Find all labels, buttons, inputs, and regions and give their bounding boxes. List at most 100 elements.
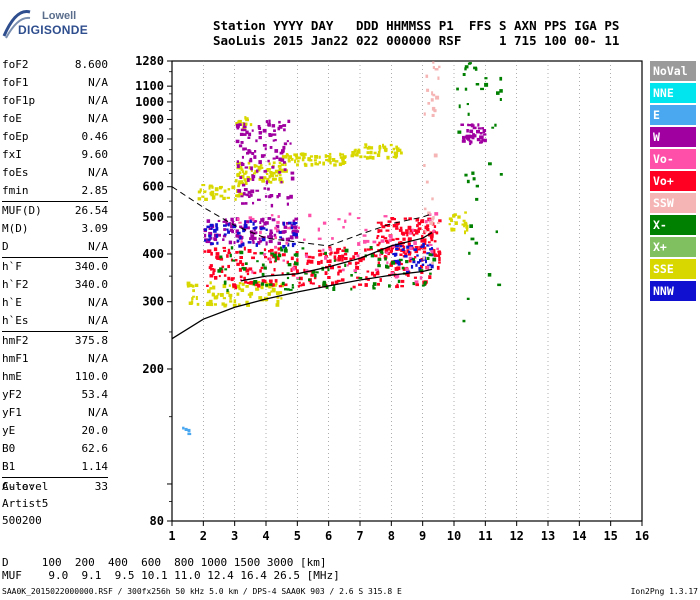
echo-point-vo — [327, 276, 331, 279]
echo-point-w — [265, 221, 269, 225]
echo-point-nnw — [223, 233, 227, 236]
echo-point-vo — [299, 276, 303, 281]
echo-point-nnw — [429, 248, 432, 251]
echo-point-sse — [244, 170, 248, 174]
echo-point-w — [242, 192, 246, 196]
echo-point-w — [285, 222, 289, 225]
echo-point-vo — [392, 218, 396, 221]
echo-point-vo — [343, 257, 348, 261]
echo-point-nnw — [239, 235, 242, 240]
echo-point-vo — [432, 251, 436, 255]
echo-point-vo — [387, 251, 390, 256]
echo-point-x — [379, 251, 384, 255]
echo-point-x — [464, 173, 468, 177]
echo-point-x — [372, 282, 377, 286]
echo-point-x — [286, 288, 290, 291]
echo-point-x — [377, 258, 382, 261]
echo-point-sse — [328, 156, 332, 160]
echo-point-vo — [372, 240, 377, 244]
param-value: 110.0 — [74, 370, 108, 383]
echo-point-vo — [209, 264, 213, 268]
echo-point-sse — [284, 162, 287, 167]
echo-point-w — [251, 152, 255, 155]
echo-point-w — [222, 220, 225, 223]
echo-point-vo — [426, 228, 429, 232]
echo-point-sse — [369, 146, 374, 150]
echo-point-sse — [253, 172, 256, 175]
echo-point-sse — [213, 295, 218, 300]
echo-point-vo — [385, 239, 388, 243]
echo-point-vo — [236, 262, 240, 266]
echo-point-vo — [259, 230, 262, 235]
echo-point-vo — [287, 226, 291, 230]
echo-point-sse — [223, 189, 227, 193]
param-label: yF1 — [2, 406, 22, 419]
echo-point-vo — [389, 249, 392, 254]
echo-point-vo — [437, 251, 442, 255]
echo-point-vo — [212, 271, 215, 276]
echo-point-vo — [430, 249, 434, 254]
echo-point-ssw — [423, 112, 426, 116]
auto-artist: Artist5 — [2, 497, 49, 510]
param-label: B0 — [2, 442, 16, 455]
echo-point-ssw — [426, 88, 430, 92]
param-value: 1.14 — [81, 460, 109, 473]
param-row: h`F2 340.0 — [2, 276, 108, 294]
echo-point-w — [469, 129, 474, 134]
echo-point-sse — [204, 197, 208, 201]
legend-item: NNW — [650, 281, 696, 301]
echo-point-x — [405, 260, 409, 264]
echo-point-w — [222, 234, 227, 238]
echo-point-sse — [245, 285, 249, 288]
echo-point-vo — [395, 237, 400, 241]
echo-point-w — [272, 157, 276, 160]
param-row: foF1p N/A — [2, 92, 108, 110]
echo-point-sse — [229, 296, 232, 300]
echo-point-x — [315, 271, 319, 274]
echo-point-vo — [232, 284, 237, 288]
echo-point-w — [251, 129, 254, 132]
echo-point-vo — [285, 241, 289, 245]
echo-point-w — [279, 151, 284, 155]
echo-point-x — [270, 252, 274, 255]
echo-point-sse — [280, 297, 283, 300]
echo-point-sse — [259, 164, 263, 167]
echo-point-w — [258, 160, 262, 165]
echo-point-nnw — [425, 259, 427, 264]
echo-point-nnw — [206, 225, 211, 229]
echo-point-sse — [355, 152, 359, 157]
echo-point-x — [432, 257, 437, 262]
echo-point-vo — [374, 254, 378, 258]
echo-point-sse — [258, 177, 262, 181]
echo-point-vo — [271, 273, 275, 276]
echo-point-vo — [407, 227, 410, 230]
param-label: B1 — [2, 460, 16, 473]
echo-point-w — [286, 202, 289, 206]
echo-point-vo — [367, 277, 370, 281]
echo-point-vo — [376, 269, 380, 274]
echo-point-w — [238, 144, 243, 148]
echo-point-x — [470, 237, 475, 241]
param-label: foEp — [2, 130, 29, 143]
echo-point-w — [476, 130, 480, 134]
echo-point-sse — [238, 165, 242, 170]
echo-point-w — [235, 234, 238, 238]
echo-point-sse — [189, 283, 193, 288]
echo-point-x — [426, 256, 430, 260]
echo-point-x — [401, 266, 405, 270]
echo-point-nnw — [261, 238, 266, 242]
echo-point-sse — [199, 188, 202, 192]
echo-point-w — [285, 237, 289, 242]
echo-point-sse — [257, 165, 262, 170]
echo-point-w — [286, 140, 289, 143]
echo-point-sse — [309, 155, 314, 158]
echo-point-w — [268, 239, 273, 244]
echo-point-vo — [219, 257, 223, 260]
echo-point-vo — [278, 285, 283, 288]
echo-point-w — [245, 130, 249, 135]
y-tick-label: 400 — [142, 247, 164, 261]
echo-point-w — [477, 127, 482, 130]
echo-point-vo — [209, 274, 214, 278]
echo-point-sse — [248, 166, 251, 170]
echo-point-w — [252, 240, 255, 244]
